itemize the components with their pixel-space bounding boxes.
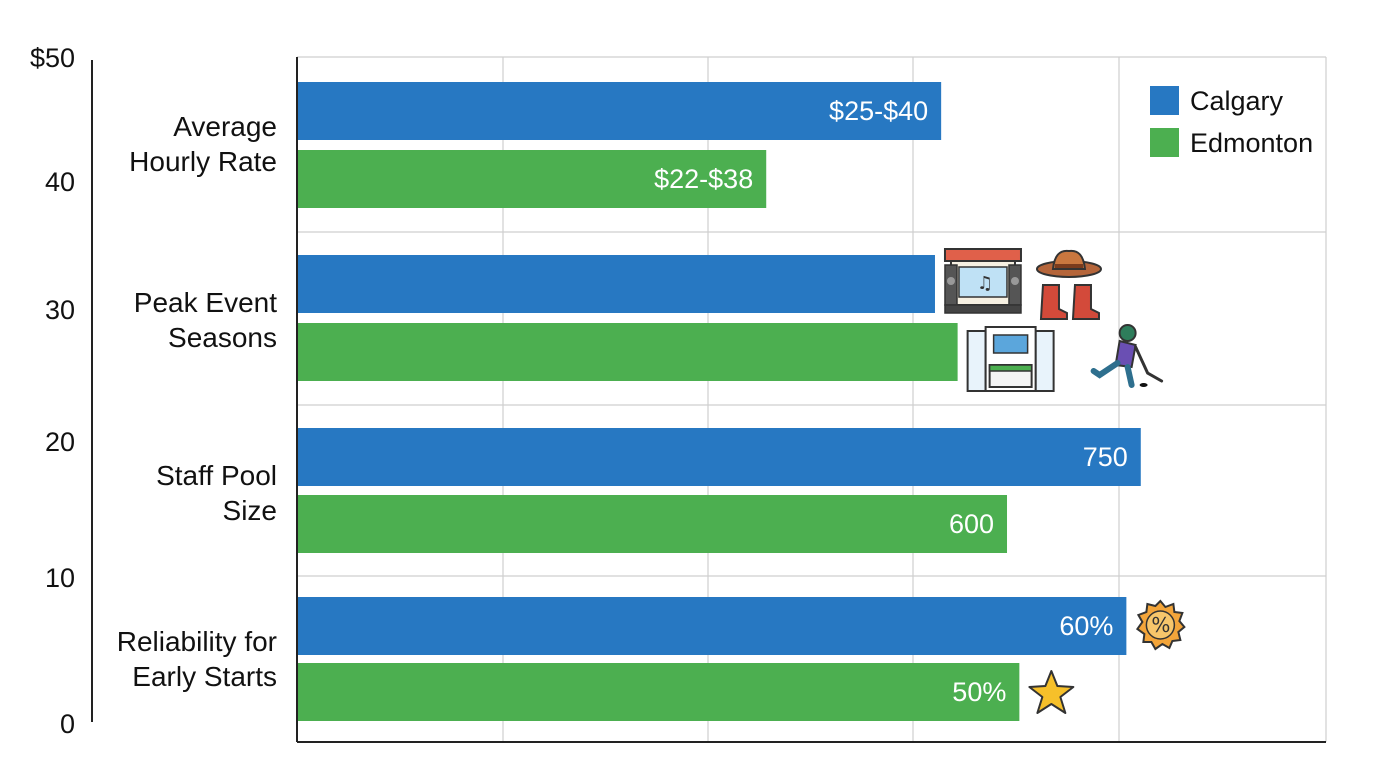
category-label: Reliability for Early Starts <box>117 626 277 692</box>
bar-value-label: 600 <box>949 509 994 539</box>
grid <box>296 56 1327 743</box>
category-labels: Average Hourly Rate Peak Event Seasons Staff… <box>117 111 277 692</box>
bar-calgary <box>298 597 1127 655</box>
left-axis-tick-label: $50 <box>30 43 75 73</box>
bars: $25-$40 750 60% $22-$38 600 50% <box>298 82 1141 721</box>
bar-calgary <box>298 428 1141 486</box>
bar-calgary <box>298 255 935 313</box>
star-icon <box>1028 670 1075 714</box>
left-axis-tick-label: 30 <box>45 295 75 325</box>
category-label: Average Hourly Rate <box>129 111 277 177</box>
left-axis-tick-label: 0 <box>60 709 75 739</box>
bar-edmonton <box>298 150 767 208</box>
bar-edmonton <box>298 663 1020 721</box>
svg-text:%: % <box>1151 613 1170 637</box>
bar-value-label: 50% <box>952 677 1006 707</box>
bar-value-label: $22-$38 <box>654 164 753 194</box>
bar-calgary <box>298 82 942 140</box>
bar-value-label: $25-$40 <box>829 96 928 126</box>
legend-swatch-calgary <box>1150 86 1179 115</box>
trade-show-booth-icon <box>966 326 1055 392</box>
bar-edmonton <box>298 323 958 381</box>
bar-value-label: 60% <box>1059 611 1113 641</box>
hockey-player-icon <box>1090 324 1164 388</box>
legend: Calgary Edmonton <box>1150 86 1313 158</box>
legend-swatch-edmonton <box>1150 128 1179 157</box>
bar-value-label: 750 <box>1083 442 1128 472</box>
category-label: Staff Pool Size <box>156 460 277 526</box>
legend-label: Edmonton <box>1190 128 1313 158</box>
left-axis-tick-label: 20 <box>45 427 75 457</box>
icons: ♫ % <box>943 248 1186 714</box>
left-axis-tick-label: 10 <box>45 563 75 593</box>
left-axis-tick-label: 40 <box>45 167 75 197</box>
legend-label: Calgary <box>1190 86 1284 116</box>
left-axis: $50 40 30 20 10 0 <box>30 43 93 739</box>
bar-edmonton <box>298 495 1008 553</box>
percent-badge-icon: % <box>1135 599 1186 651</box>
category-label: Peak Event Seasons <box>134 287 277 353</box>
cowboy-hat-boots-icon <box>1035 249 1102 320</box>
svg-text:♫: ♫ <box>977 273 993 294</box>
concert-stage-icon: ♫ <box>943 248 1022 314</box>
